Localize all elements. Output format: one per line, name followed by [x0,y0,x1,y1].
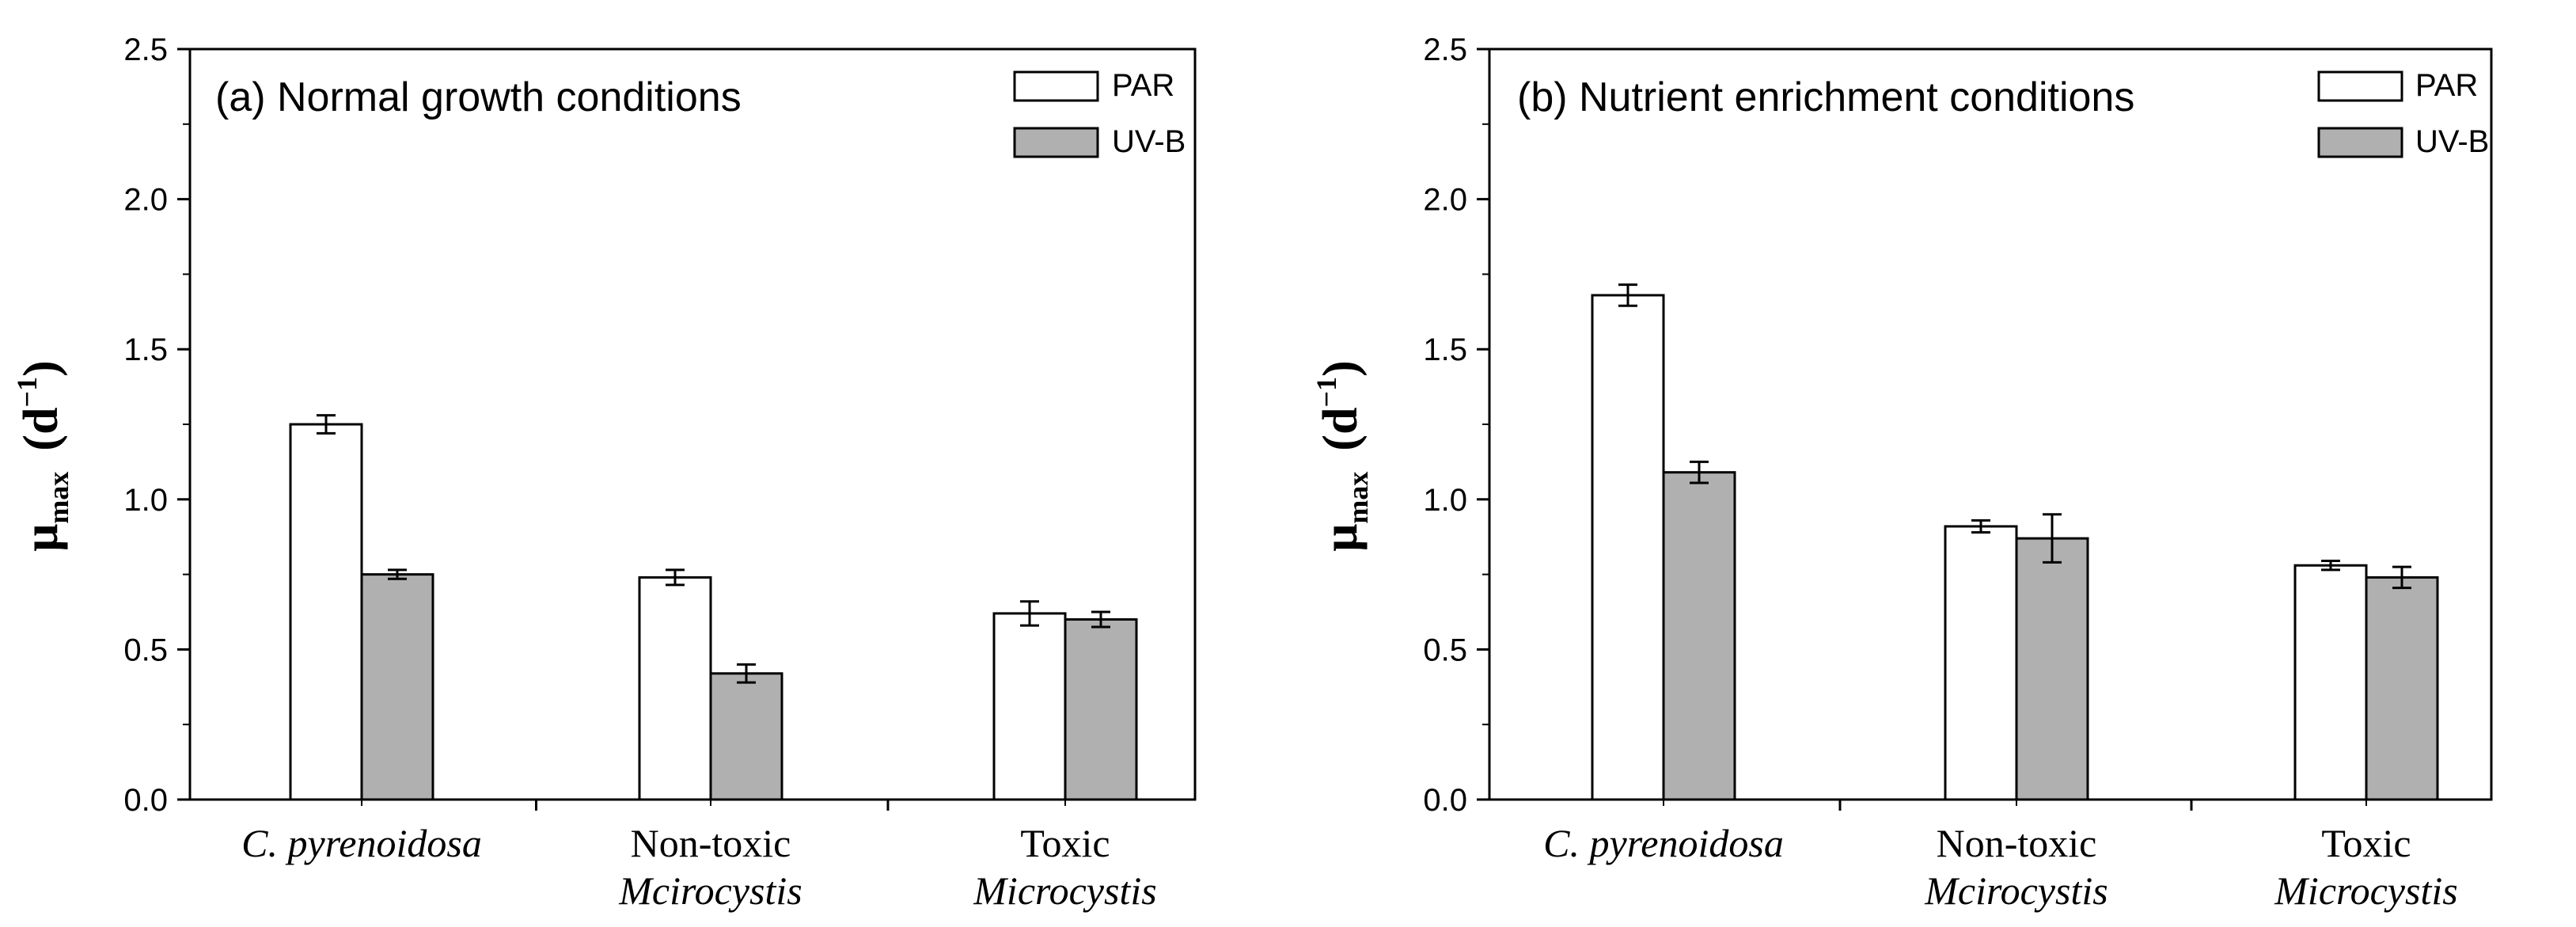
category-label-line2: Microcystis [973,868,1156,913]
error-bar [2043,513,2062,564]
legend-label-par: PAR [2415,68,2478,103]
y-tick-label: 1.0 [123,483,168,518]
legend: PAR UV-B [2317,68,2489,159]
y-tick-label: 0.0 [1423,783,1467,818]
category-label: Toxic [2321,821,2411,865]
chart-title: (b) Nutrient enrichment conditions [1517,74,2134,120]
bar-uvb-2 [2015,537,2089,801]
error-bar [737,663,756,684]
y-tick-label: 1.0 [1423,483,1467,518]
y-tick-label: 2.0 [1423,183,1467,218]
bar-uvb-1 [1662,471,1736,801]
bar-uvb-3 [2365,576,2439,801]
chart-title: (a) Normal growth conditions [215,74,742,120]
y-tick-label: 2.5 [123,32,168,67]
y-tick-label: 0.5 [1423,633,1467,667]
y-axis-label-part: μ [1314,524,1368,552]
y-axis-label-part: (d [14,407,68,450]
bar-par-1 [1591,294,1665,801]
bar-uvb-2 [709,672,783,801]
bar-par-2 [638,576,712,801]
y-tick-label: 2.0 [123,183,168,218]
legend-swatch-par [2317,70,2403,102]
error-bar [2392,565,2411,590]
error-bar [317,414,336,435]
y-tick-label: 1.5 [123,332,168,367]
error-bar [388,568,407,580]
error-bar [1971,519,1990,534]
y-axis-label: μmax (d−1) [1311,360,1374,551]
bar-par-3 [2293,564,2368,801]
category-label-line2: Mcirocystis [1924,868,2107,913]
category-label-line2: Microcystis [2274,868,2457,913]
chart-panel-a: 0.0 0.5 1.0 1.5 2.0 2.5 C. pyrenoidosa Non-toxi… [11,32,1197,913]
chart-panel-b: 0.0 0.5 1.0 1.5 2.0 2.5 C. pyrenoidosa Non-toxi… [1311,32,2493,913]
category-label-line2: Mcirocystis [618,868,802,913]
category-label: Non-toxic [1937,821,2097,865]
y-tick-label: 0.0 [123,783,168,818]
category-label: C. pyrenoidosa [1543,821,1784,865]
y-axis-label-part: −1 [11,377,43,408]
y-axis-label: μmax (d−1) [11,360,74,551]
category-label: Non-toxic [631,821,791,865]
error-bar [666,568,685,587]
error-bar [1091,610,1110,629]
legend-swatch-uvb [1013,127,1099,158]
bar-uvb-1 [360,573,434,801]
legend-label-uvb: UV-B [1112,124,1186,159]
bar-uvb-3 [1064,617,1138,801]
y-tick-label: 2.5 [1423,32,1467,67]
legend: PAR UV-B [1013,68,1186,159]
legend-label-uvb: UV-B [2415,124,2489,159]
y-axis-label-part: (d [1314,407,1368,450]
y-axis-label-part: μ [14,524,68,552]
bar-par-1 [289,423,363,801]
bar-par-2 [1944,525,2018,801]
y-axis-label-part: max [43,472,74,524]
legend-label-par: PAR [1112,68,1174,103]
y-tick-label: 0.5 [123,633,168,667]
bar-par-3 [992,612,1067,801]
legend-swatch-par [1013,70,1099,102]
category-label: Toxic [1020,821,1110,865]
y-axis-label-part: max [1342,472,1374,524]
y-axis-label-part: ) [14,360,68,377]
error-bar [1020,600,1039,627]
y-tick-label: 1.5 [1423,332,1467,367]
error-bar [1690,460,1709,484]
error-bar [2321,560,2340,572]
legend-swatch-uvb [2317,127,2403,158]
category-label: C. pyrenoidosa [241,821,482,865]
y-axis-label-part: ) [1314,360,1368,377]
error-bar [1618,283,1637,307]
y-axis-label-part: −1 [1311,377,1342,408]
